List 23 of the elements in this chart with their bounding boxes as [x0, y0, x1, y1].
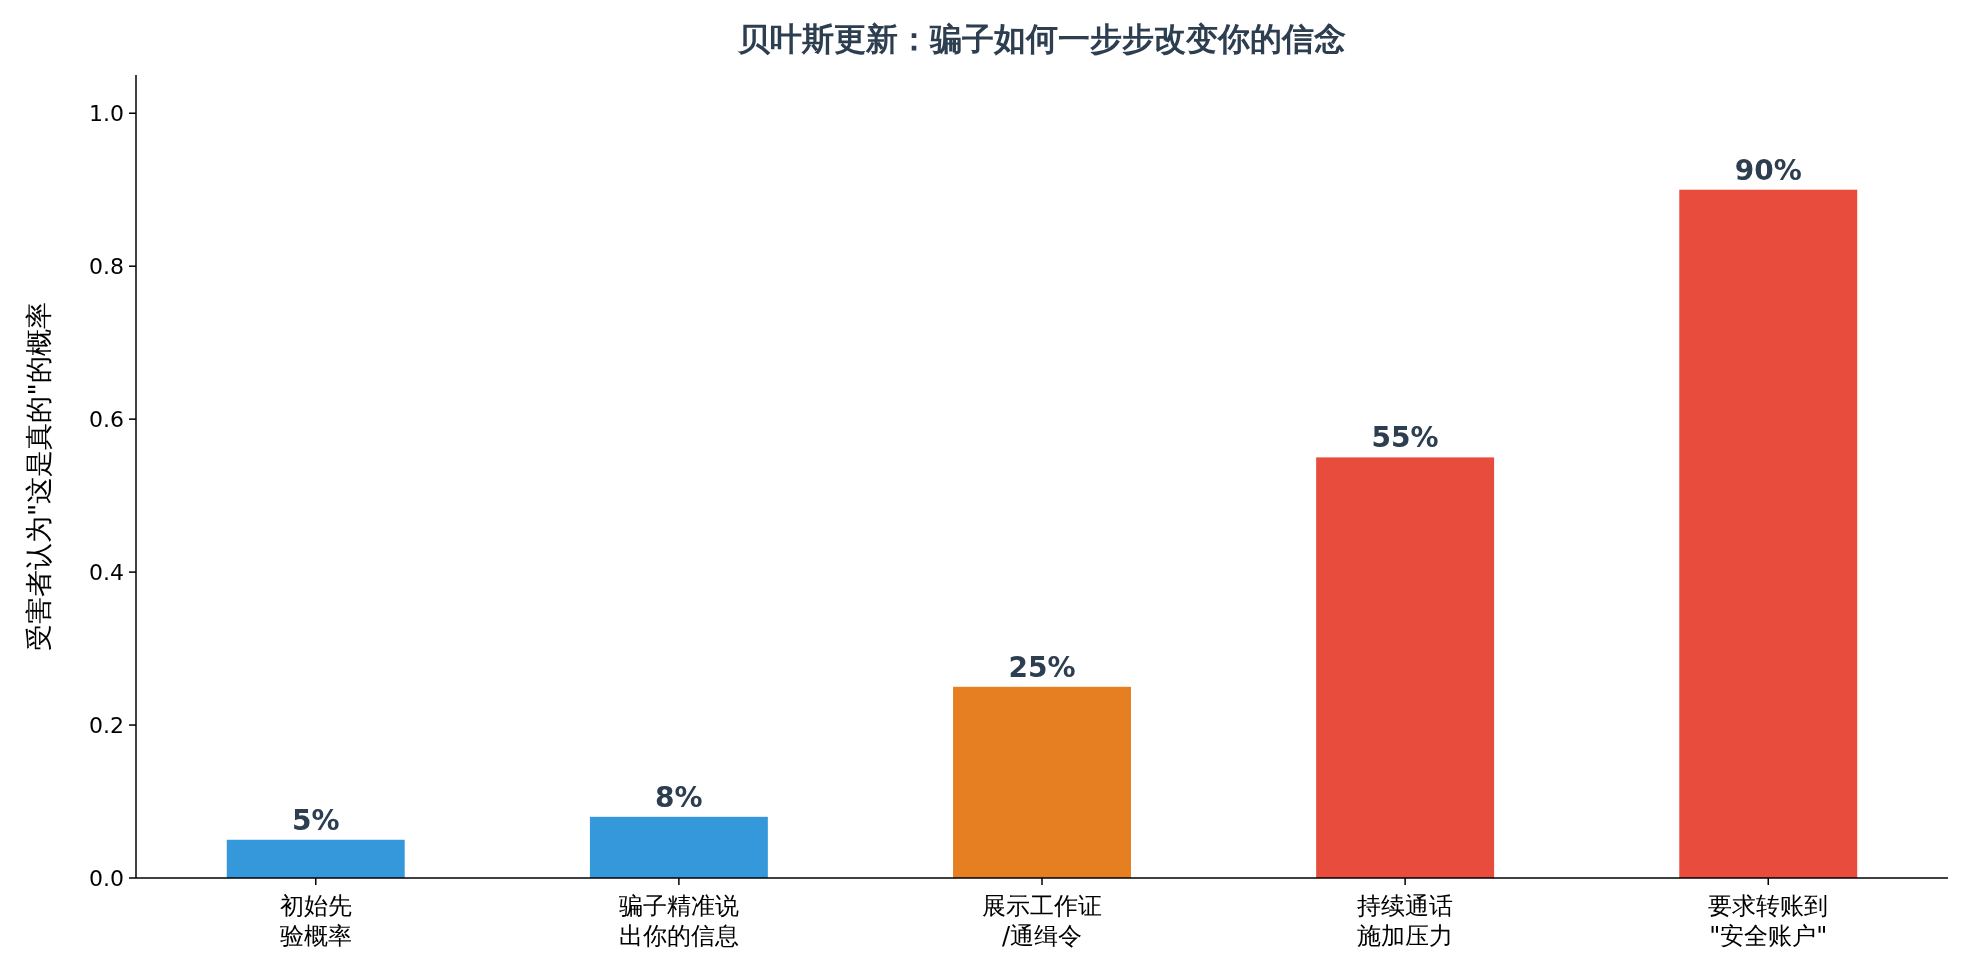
data-label: 90% — [1734, 153, 1802, 187]
bar — [1316, 457, 1495, 878]
y-axis-title: 受害者认为"这是真的"的概率 — [23, 302, 54, 651]
y-tick-label: 0.4 — [89, 559, 124, 585]
bar — [953, 686, 1131, 878]
y-tick-label: 0.2 — [89, 712, 124, 738]
y-tick-label: 1.0 — [89, 100, 124, 126]
bar — [589, 816, 768, 878]
x-tick-label: 初始先验概率 — [279, 892, 352, 950]
x-tick-label: 持续通话施加压力 — [1357, 892, 1454, 950]
y-tick-label: 0.6 — [89, 406, 124, 432]
x-tick-label: 要求转账到 "安全账户" — [1708, 892, 1829, 950]
x-tick-label: 骗子精准说出你的信息 — [618, 892, 739, 950]
x-tick-label: 展示工作证 /通缉令 — [982, 892, 1102, 950]
bar — [226, 839, 405, 878]
data-label: 5% — [291, 803, 340, 837]
bar — [1679, 189, 1858, 878]
y-tick-label: 0.0 — [89, 865, 124, 891]
data-label: 55% — [1371, 421, 1439, 455]
y-tick-label: 0.8 — [89, 253, 124, 279]
data-label: 25% — [1008, 650, 1076, 684]
data-label: 8% — [655, 780, 703, 814]
chart-title: 贝叶斯更新：骗子如何一步步改变你的信念 — [737, 20, 1346, 58]
